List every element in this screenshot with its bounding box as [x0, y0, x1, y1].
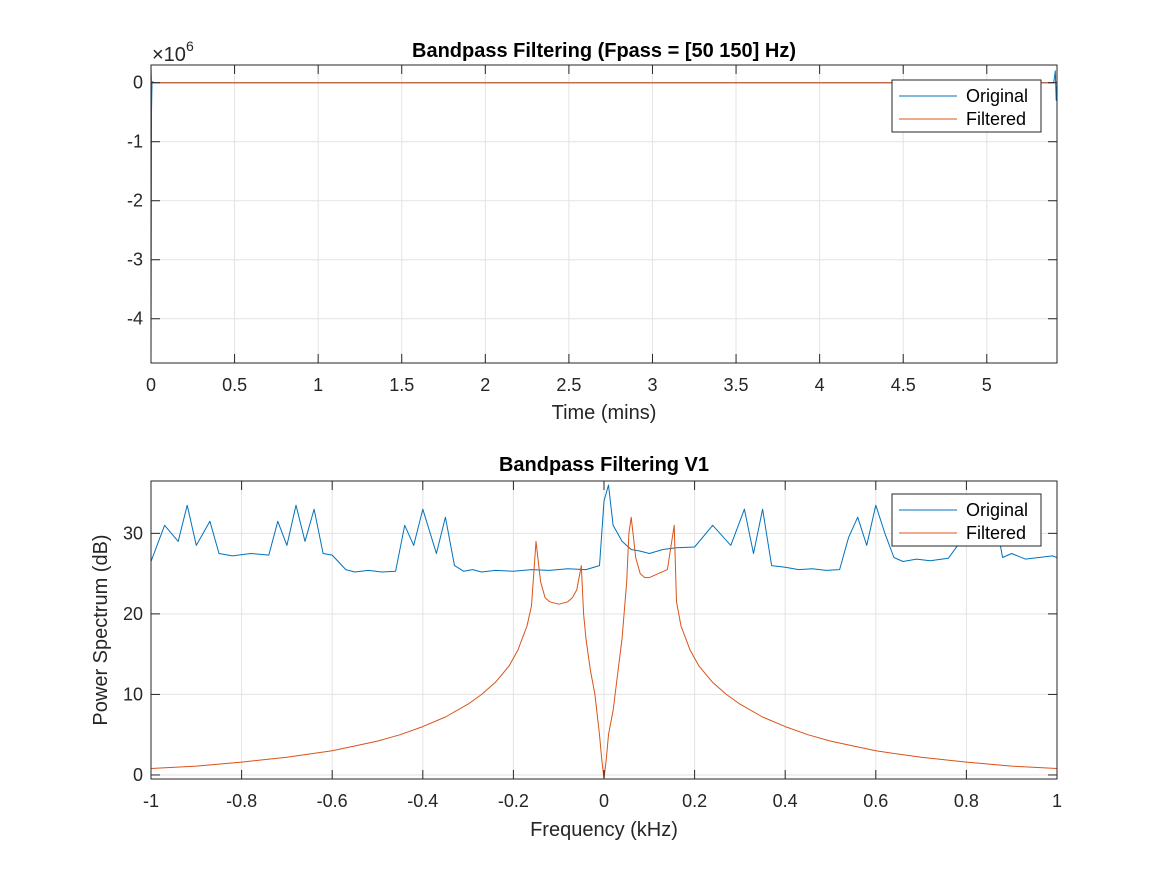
bottom-x-tick-label: 0.8: [954, 791, 979, 811]
top-axes-box: [150, 64, 1058, 364]
top-chart-title: Bandpass Filtering (Fpass = [50 150] Hz): [412, 40, 796, 62]
top-x-tick-label: 2.5: [556, 375, 581, 395]
bottom-x-tick-label: 0.2: [682, 791, 707, 811]
top-y-tick-label: -4: [127, 309, 143, 329]
top-y-ticks: 0 -1 -2 -3 -4: [127, 73, 1057, 329]
bottom-series-filtered: [151, 516, 1057, 779]
top-axes: 0 0.5 1 1.5 2 2.5 3 3.5 4 4.5 5 0 -1 -2 -3 -4 Bandpass…: [127, 38, 1058, 424]
top-x-tick-label: 1.5: [389, 375, 414, 395]
bottom-x-tick-label: -0.2: [498, 791, 529, 811]
bottom-x-tick-label: -1: [143, 791, 159, 811]
bottom-x-tick-label: 0.4: [773, 791, 798, 811]
top-x-tick-label: 5: [982, 375, 992, 395]
bottom-y-tick-label: 0: [133, 765, 143, 785]
top-y-exponent: ×106: [152, 38, 194, 66]
top-y-exponent-base: ×10: [152, 44, 186, 66]
top-y-exponent-power: 6: [186, 38, 194, 54]
bottom-legend-label-original: Original: [966, 500, 1028, 520]
top-legend-box: [891, 79, 1042, 133]
top-x-tick-label: 0: [146, 375, 156, 395]
top-y-tick-label: -2: [127, 191, 143, 211]
bottom-legend-box: [891, 493, 1042, 547]
top-x-tick-label: 0.5: [222, 375, 247, 395]
bottom-series-lines: [151, 484, 1057, 779]
top-y-tick-label: 0: [133, 73, 143, 93]
bottom-x-tick-label: 0: [599, 791, 609, 811]
bottom-y-ticks: 0 10 20 30: [123, 523, 1057, 785]
top-x-ticks: 0 0.5 1 1.5 2 2.5 3 3.5 4 4.5 5: [146, 65, 992, 395]
top-x-tick-label: 4: [815, 375, 825, 395]
top-legend-label-original: Original: [966, 86, 1028, 106]
top-x-tick-label: 4.5: [891, 375, 916, 395]
top-y-tick-label: -1: [127, 132, 143, 152]
bottom-chart-title: Bandpass Filtering V1: [499, 454, 709, 476]
top-x-tick-label: 1: [313, 375, 323, 395]
top-gridlines: [150, 65, 1057, 363]
top-x-tick-label: 2: [480, 375, 490, 395]
bottom-x-tick-label: -0.8: [226, 791, 257, 811]
bottom-axes: -1 -0.8 -0.6 -0.4 -0.2 0 0.2 0.4 0.6 0.8 1 0 10 20 30…: [90, 454, 1062, 841]
bottom-x-axis-label: Frequency (kHz): [530, 819, 678, 841]
bottom-x-tick-label: -0.4: [407, 791, 438, 811]
bottom-y-tick-label: 30: [123, 523, 143, 543]
bottom-legend: Original Filtered: [891, 493, 1042, 547]
bottom-x-tick-label: 1: [1052, 791, 1062, 811]
top-x-axis-label: Time (mins): [552, 402, 657, 424]
bottom-x-ticks: -1 -0.8 -0.6 -0.4 -0.2 0 0.2 0.4 0.6 0.8 1: [143, 481, 1062, 811]
bottom-series-original: [151, 484, 1057, 573]
bottom-y-tick-label: 20: [123, 604, 143, 624]
bottom-legend-label-filtered: Filtered: [966, 523, 1026, 543]
bottom-x-tick-label: -0.6: [317, 791, 348, 811]
top-y-tick-label: -3: [127, 250, 143, 270]
bottom-x-tick-label: 0.6: [863, 791, 888, 811]
bottom-y-tick-label: 10: [123, 684, 143, 704]
top-legend-label-filtered: Filtered: [966, 109, 1026, 129]
top-x-tick-label: 3: [647, 375, 657, 395]
bottom-y-axis-label: Power Spectrum (dB): [90, 534, 112, 725]
top-x-tick-label: 3.5: [724, 375, 749, 395]
top-legend: Original Filtered: [891, 79, 1042, 133]
